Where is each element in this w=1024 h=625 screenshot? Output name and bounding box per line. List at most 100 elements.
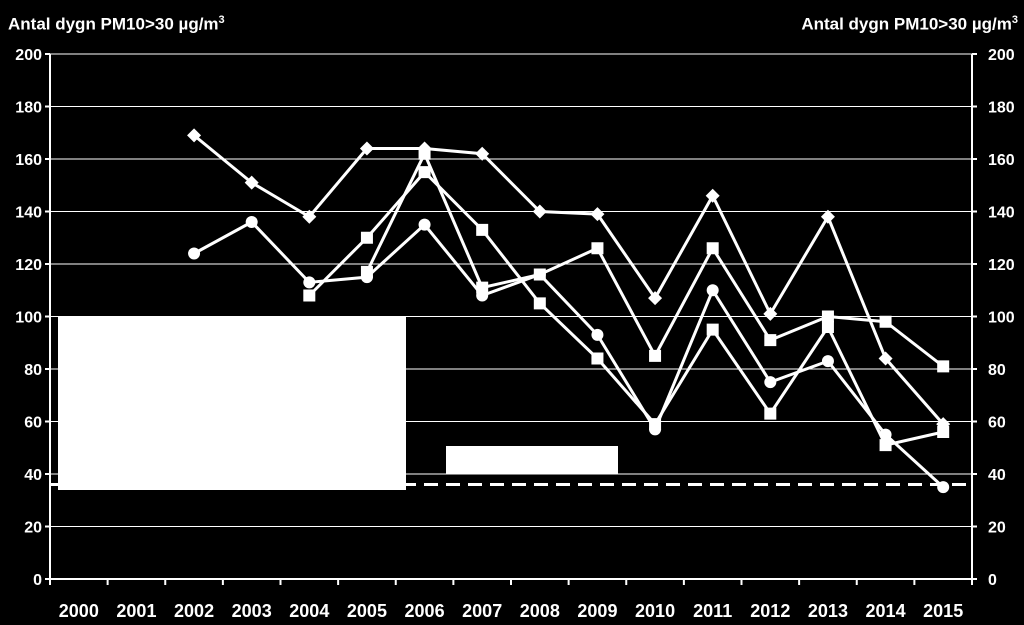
y-axis-label-left: Antal dygn PM10>30 µg/m3 [8,14,225,35]
data-point-square [303,289,316,302]
data-point-square [706,242,719,255]
y-tick-label-left: 200 [15,47,42,64]
y-tick-label-left: 20 [24,520,42,537]
y-tick-label-right: 100 [988,310,1015,327]
data-point-circle [418,218,431,231]
x-tick-label: 2012 [750,601,790,621]
x-tick-label: 2000 [59,601,99,621]
data-point-square [360,231,373,244]
data-point-circle [303,276,316,289]
y-axis-label-right: Antal dygn PM10>30 µg/m3 [801,14,1018,35]
x-tick-label: 2006 [405,601,445,621]
x-tick-label: 2002 [174,601,214,621]
data-point-diamond [820,209,835,224]
y-tick-label-left: 80 [24,362,42,379]
data-point-square [476,223,489,236]
series-3 [303,166,950,452]
y-tick-label-left: 0 [33,572,42,589]
data-point-diamond [878,351,893,366]
y-tick-label-left: 40 [24,467,42,484]
x-tick-label: 2014 [866,601,906,621]
data-point-square [418,166,431,179]
y-tick-label-right: 0 [988,572,997,589]
y-tick-label-left: 140 [15,205,42,222]
data-point-diamond [244,175,259,190]
y-tick-label-left: 60 [24,415,42,432]
x-tick-label: 2001 [116,601,156,621]
tick-labels: 0 0 20 20 40 40 60 60 80 80 100 100 120 120 140 140 160 1… [15,47,1015,621]
data-point-square [937,360,950,373]
data-point-circle [188,247,201,260]
data-point-diamond [532,204,547,219]
data-point-square [706,323,719,336]
y-tick-label-left: 180 [15,100,42,117]
x-tick-label: 2003 [232,601,272,621]
x-tick-label: 2004 [289,601,329,621]
y-axis-label-right-sup: 3 [1011,14,1018,26]
white-boxes [58,317,618,490]
data-point-circle [591,328,604,341]
data-point-square [533,297,546,310]
x-tick-label: 2010 [635,601,675,621]
y-tick-label-right: 140 [988,205,1015,222]
y-tick-label-right: 200 [988,47,1015,64]
data-point-diamond [359,141,374,156]
data-point-square [476,281,489,294]
series-4 [360,147,950,373]
data-point-circle [937,481,950,494]
y-tick-label-right: 120 [988,257,1015,274]
data-point-diamond [187,128,202,143]
data-point-square [764,407,777,420]
series-1 [187,128,951,432]
data-point-square [591,242,604,255]
y-tick-label-right: 80 [988,362,1006,379]
series-group [187,128,951,494]
data-point-square [418,147,431,160]
y-tick-label-left: 120 [15,257,42,274]
data-point-diamond [302,209,317,224]
x-tick-label: 2008 [520,601,560,621]
x-tick-label: 2005 [347,601,387,621]
x-tick-label: 2011 [693,601,732,621]
data-point-circle [706,284,719,297]
data-point-diamond [590,207,605,222]
x-tick-label: 2013 [808,601,848,621]
x-tick-label: 2007 [462,601,502,621]
data-point-square [649,418,662,431]
data-point-square [821,321,834,333]
y-tick-label-right: 20 [988,520,1006,537]
data-point-circle [764,376,777,389]
data-point-square [533,268,546,281]
data-point-diamond [763,306,778,321]
data-point-diamond [475,146,490,161]
x-tick-label: 2015 [923,601,963,621]
data-point-circle [821,355,834,368]
series-line [308,169,944,447]
data-point-diamond [648,291,663,306]
data-point-square [591,352,604,365]
data-point-square [937,426,950,438]
data-point-square [649,349,662,362]
y-tick-label-left: 160 [15,152,42,169]
data-point-square [360,265,373,278]
y-tick-label-left: 100 [15,310,42,327]
y-tick-label-right: 160 [988,152,1015,169]
white-box-small [446,446,618,474]
y-tick-label-right: 60 [988,415,1006,432]
data-point-square [879,439,892,452]
data-point-diamond [705,188,720,203]
white-box-large [58,317,406,490]
y-axis-label-left-text: Antal dygn PM10>30 µg/m [8,14,219,34]
data-point-square [764,334,777,347]
data-point-square [879,315,892,328]
data-point-square [821,310,834,323]
y-axis-label-right-text: Antal dygn PM10>30 µg/m [801,14,1012,34]
data-point-circle [245,216,258,228]
series-line [193,134,945,426]
y-tick-label-right: 180 [988,100,1015,117]
y-tick-label-right: 40 [988,467,1006,484]
axes [45,53,977,585]
series-line [193,220,945,489]
x-tick-label: 2009 [577,601,617,621]
